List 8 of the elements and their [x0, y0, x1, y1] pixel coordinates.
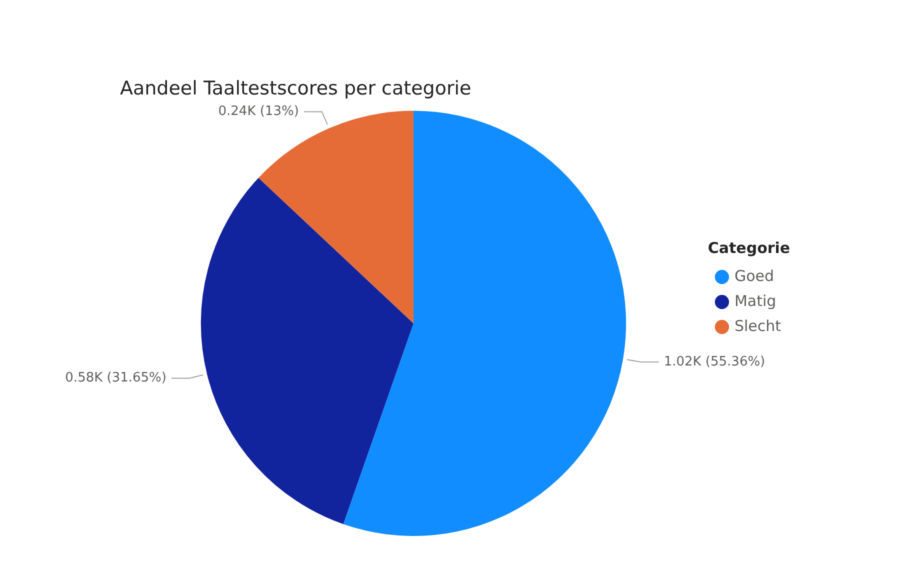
legend-label: Matig	[734, 292, 776, 310]
legend-label: Goed	[734, 266, 774, 285]
legend-title: Categorie	[708, 238, 790, 257]
data-label: 0.58K (31.65%)	[65, 370, 166, 386]
data-label: 1.02K (55.36%)	[664, 354, 766, 370]
legend-label: Slecht	[734, 316, 782, 335]
chart-title: Aandeel Taaltestscores per categorie	[120, 77, 472, 100]
data-label: 0.24K (13%)	[218, 104, 299, 120]
